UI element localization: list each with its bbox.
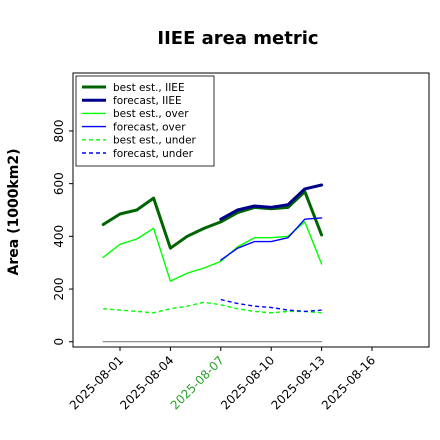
legend-label: forecast, under [113, 148, 194, 160]
y-tick-label: 600 [52, 172, 66, 195]
plot-area [72, 72, 430, 348]
series-line-2 [102, 221, 323, 282]
series-line-5 [220, 298, 322, 313]
y-tick-label: 200 [52, 278, 66, 301]
legend-label: forecast, over [113, 121, 186, 133]
series-line-4 [103, 301, 322, 314]
y-tick-label: 400 [52, 225, 66, 248]
legend-frame [75, 75, 215, 167]
legend-label: best est., IIEE [113, 82, 185, 94]
legend-label: best est., over [113, 108, 189, 120]
legend-label: forecast, IIEE [113, 95, 182, 107]
y-axis-label: Area (1000km2) [6, 149, 22, 276]
y-ticks: 0 200 400 600 800 [52, 120, 73, 346]
plot-layer [101, 183, 324, 343]
legend-label: best est., under [113, 135, 197, 147]
chart-title: IIEE area metric [157, 28, 318, 49]
series-line-1 [219, 183, 324, 221]
series-line-3 [220, 217, 323, 261]
y-tick-label: 0 [52, 338, 66, 346]
series-line-0 [101, 190, 324, 250]
y-tick-label: 800 [52, 120, 66, 143]
